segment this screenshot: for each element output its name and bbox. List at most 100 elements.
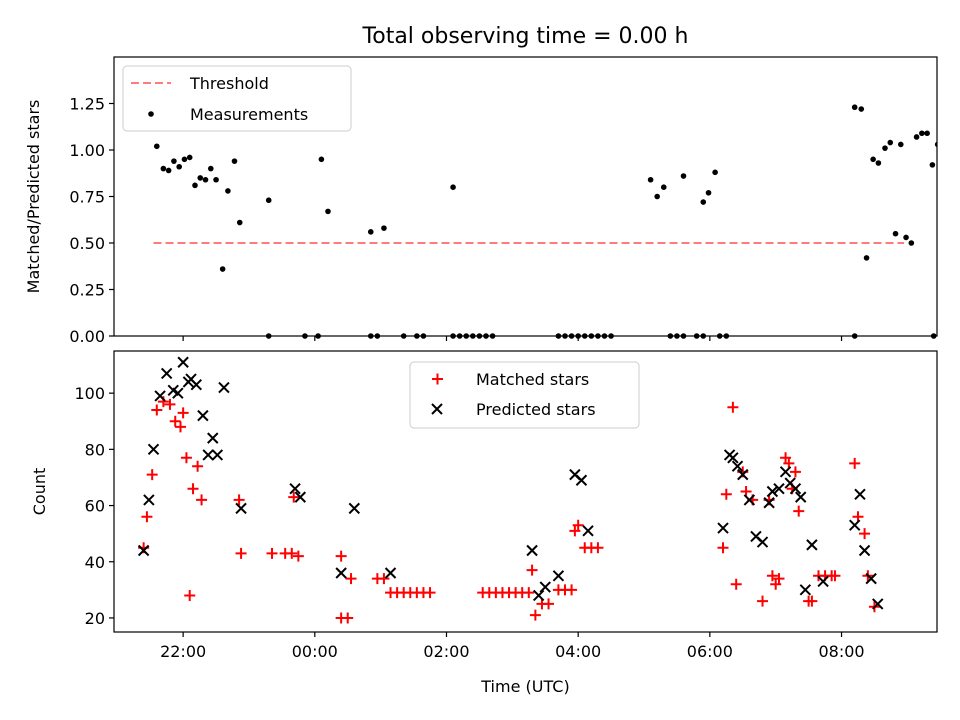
matched-star-marker — [192, 460, 204, 472]
measurement-point — [940, 227, 946, 233]
measurement-point — [171, 158, 177, 164]
matched-star-marker — [757, 595, 769, 607]
top-y-axis-label: Matched/Predicted stars — [24, 100, 43, 294]
predicted-star-marker — [766, 485, 779, 498]
top-y-tick-label: 0.75 — [69, 188, 105, 207]
matched-star-marker — [566, 584, 578, 596]
measurement-point — [924, 130, 930, 137]
predicted-star-marker — [207, 432, 219, 444]
matched-star-marker — [286, 547, 298, 559]
legend-measurements-label: Measurements — [190, 105, 308, 124]
predicted-star-marker — [552, 570, 565, 582]
matched-star-marker — [378, 573, 390, 585]
predicted-star-marker — [865, 572, 877, 585]
matched-star-marker — [727, 401, 739, 413]
matched-star-marker — [789, 466, 801, 478]
predicted-star-marker — [211, 449, 224, 461]
predicted-star-marker — [143, 494, 155, 506]
predicted-star-marker — [160, 367, 173, 380]
predicted-star-marker — [763, 497, 775, 509]
bottom-y-tick-label: 20 — [85, 609, 105, 628]
measurement-point — [647, 176, 654, 183]
predicted-star-marker — [717, 522, 729, 534]
measurement-point — [231, 158, 238, 164]
matched-star-marker — [151, 404, 163, 416]
matched-star-marker — [773, 573, 785, 585]
bottom-y-tick-label: 60 — [85, 497, 105, 516]
matched-star-marker — [717, 542, 729, 554]
matched-star-marker — [146, 469, 158, 481]
measurement-point — [186, 154, 193, 161]
matched-star-marker — [572, 519, 584, 531]
predicted-star-marker — [779, 466, 792, 478]
predicted-star-marker — [532, 589, 545, 602]
top-y-tick-label: 0.00 — [69, 327, 105, 346]
predicted-star-marker — [235, 502, 247, 515]
predicted-star-marker — [289, 482, 301, 495]
measurement-point — [165, 167, 172, 174]
measurement-point — [913, 134, 920, 140]
measurement-point — [892, 230, 899, 237]
measurement-point — [863, 255, 870, 261]
measurement-point — [160, 165, 167, 172]
predicted-star-marker — [539, 581, 551, 593]
measurement-point — [700, 199, 707, 205]
measurement-point — [265, 197, 272, 204]
predicted-star-marker — [172, 387, 184, 399]
matched-star-marker — [740, 486, 752, 497]
predicted-star-marker — [147, 443, 160, 456]
top-y-tick-label: 1.25 — [69, 95, 105, 114]
measurement-point — [949, 136, 955, 142]
matched-star-marker — [852, 511, 864, 523]
predicted-star-marker — [858, 544, 871, 557]
matched-star-marker — [335, 550, 347, 562]
measurement-point — [887, 139, 894, 146]
predicted-star-marker — [177, 356, 189, 368]
measurement-point — [236, 219, 243, 226]
legend-matched-swatch — [432, 373, 443, 385]
measurement-point — [705, 189, 712, 196]
measurement-point — [654, 193, 660, 200]
predicted-star-marker — [799, 584, 812, 596]
legend-measurements-swatch — [148, 111, 154, 117]
predicted-star-marker — [756, 536, 769, 548]
measurement-point — [908, 240, 915, 246]
bottom-plot-area: 20 40 60 80 100 22:00 00:00 02:00 04:00 06:00 08:0… — [74, 350, 938, 661]
matched-star-marker — [292, 550, 304, 562]
matched-star-marker — [288, 491, 300, 503]
bottom-y-tick-label: 40 — [85, 553, 105, 572]
measurement-point — [176, 163, 182, 170]
matched-star-marker — [793, 505, 805, 517]
top-y-tick-label: 0.50 — [69, 234, 105, 253]
predicted-star-marker — [727, 452, 739, 464]
matched-star-marker — [783, 457, 795, 469]
matched-star-marker — [526, 564, 538, 576]
measurement-point — [213, 176, 219, 183]
matched-star-marker — [720, 488, 732, 500]
measurement-point — [181, 156, 188, 163]
matched-star-marker — [424, 587, 436, 599]
bottom-x-tick-label: 08:00 — [818, 642, 864, 661]
measurement-point — [875, 160, 882, 166]
matched-stars-series — [138, 396, 880, 624]
predicted-star-marker — [197, 409, 209, 422]
matched-star-marker — [829, 570, 841, 582]
predicted-star-marker — [789, 482, 802, 495]
predicted-star-marker — [384, 567, 397, 579]
matched-star-marker — [342, 612, 354, 624]
predicted-star-marker — [854, 488, 866, 501]
matched-star-marker — [180, 452, 192, 464]
top-legend-box — [122, 65, 352, 132]
bottom-y-axis-label: Count — [30, 468, 49, 516]
measurement-point — [381, 225, 387, 231]
bottom-y-tick-label: 100 — [74, 384, 105, 403]
top-legend: Threshold Measurements — [122, 65, 352, 132]
matched-star-marker — [345, 573, 357, 585]
matched-star-marker — [529, 609, 541, 621]
predicted-star-marker — [872, 598, 884, 610]
measurement-point — [450, 184, 456, 190]
predicted-star-marker — [795, 491, 807, 503]
measurement-point — [903, 234, 909, 241]
predicted-stars-series — [137, 356, 884, 610]
matched-star-marker — [169, 415, 181, 427]
